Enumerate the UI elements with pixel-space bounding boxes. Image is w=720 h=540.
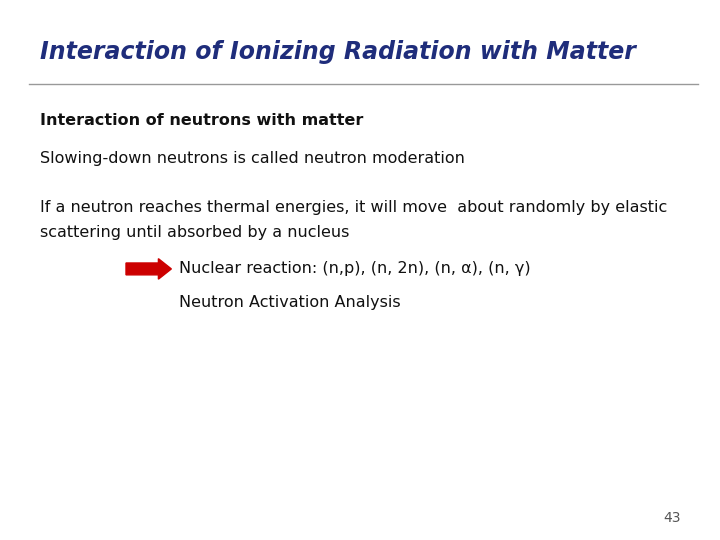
Text: Interaction of neutrons with matter: Interaction of neutrons with matter [40, 113, 363, 129]
FancyArrow shape [126, 259, 171, 279]
Text: Nuclear reaction: (n,p), (n, 2n), (n, α), (n, γ): Nuclear reaction: (n,p), (n, 2n), (n, α)… [179, 261, 530, 276]
Text: 43: 43 [663, 511, 680, 525]
Text: scattering until absorbed by a nucleus: scattering until absorbed by a nucleus [40, 225, 349, 240]
Text: Interaction of Ionizing Radiation with Matter: Interaction of Ionizing Radiation with M… [40, 40, 636, 64]
Text: Neutron Activation Analysis: Neutron Activation Analysis [179, 295, 400, 310]
Text: If a neutron reaches thermal energies, it will move  about randomly by elastic: If a neutron reaches thermal energies, i… [40, 200, 667, 215]
Text: Slowing-down neutrons is called neutron moderation: Slowing-down neutrons is called neutron … [40, 151, 464, 166]
